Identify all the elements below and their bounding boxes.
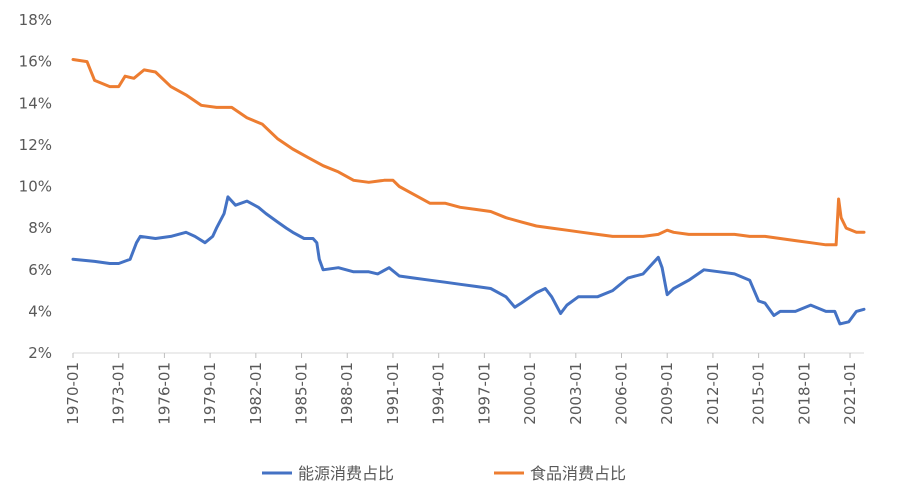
y-tick-label: 16% [19,53,52,71]
x-tick-label: 1994-01 [430,362,448,425]
x-tick-label: 1970-01 [64,362,82,425]
x-axis: 1970-01 1973-01 1976-01 1979-01 1982-01 1985-… [64,352,864,425]
legend-label: 能源消费占比 [298,464,394,483]
x-tick-label: 1997-01 [475,362,493,425]
legend-label: 食品消费占比 [530,464,626,483]
y-tick-label: 6% [28,261,52,279]
y-tick-label: 4% [28,302,52,320]
legend: 能源消费占比 食品消费占比 [262,464,626,483]
y-tick-label: 14% [19,94,52,112]
x-tick-label: 1982-01 [247,362,265,425]
x-tick-label: 2006-01 [612,362,630,425]
series-lines [71,58,866,326]
x-tick-label: 2012-01 [704,362,722,425]
x-tick-label: 1976-01 [155,362,173,425]
y-tick-label: 10% [19,178,52,196]
food-share-line [71,58,866,247]
y-tick-label: 2% [28,344,52,362]
x-tick-label: 2018-01 [795,362,813,425]
x-tick-label: 2015-01 [750,362,768,425]
y-tick-label: 8% [28,219,52,237]
y-tick-label: 12% [19,136,52,154]
y-axis-labels: 2% 4% 6% 8% 10% 12% 14% 16% 18% [19,11,52,362]
x-tick-label: 2003-01 [567,362,585,425]
energy-share-line [71,195,866,326]
x-tick-label: 1973-01 [110,362,128,425]
x-tick-label: 1991-01 [384,362,402,425]
x-tick-label: 2009-01 [658,362,676,425]
x-tick-label: 1988-01 [338,362,356,425]
y-tick-label: 18% [19,11,52,29]
x-tick-label: 2000-01 [521,362,539,425]
x-tick-label: 1985-01 [293,362,311,425]
x-tick-label: 2021-01 [841,362,859,425]
x-tick-label: 1979-01 [201,362,219,425]
